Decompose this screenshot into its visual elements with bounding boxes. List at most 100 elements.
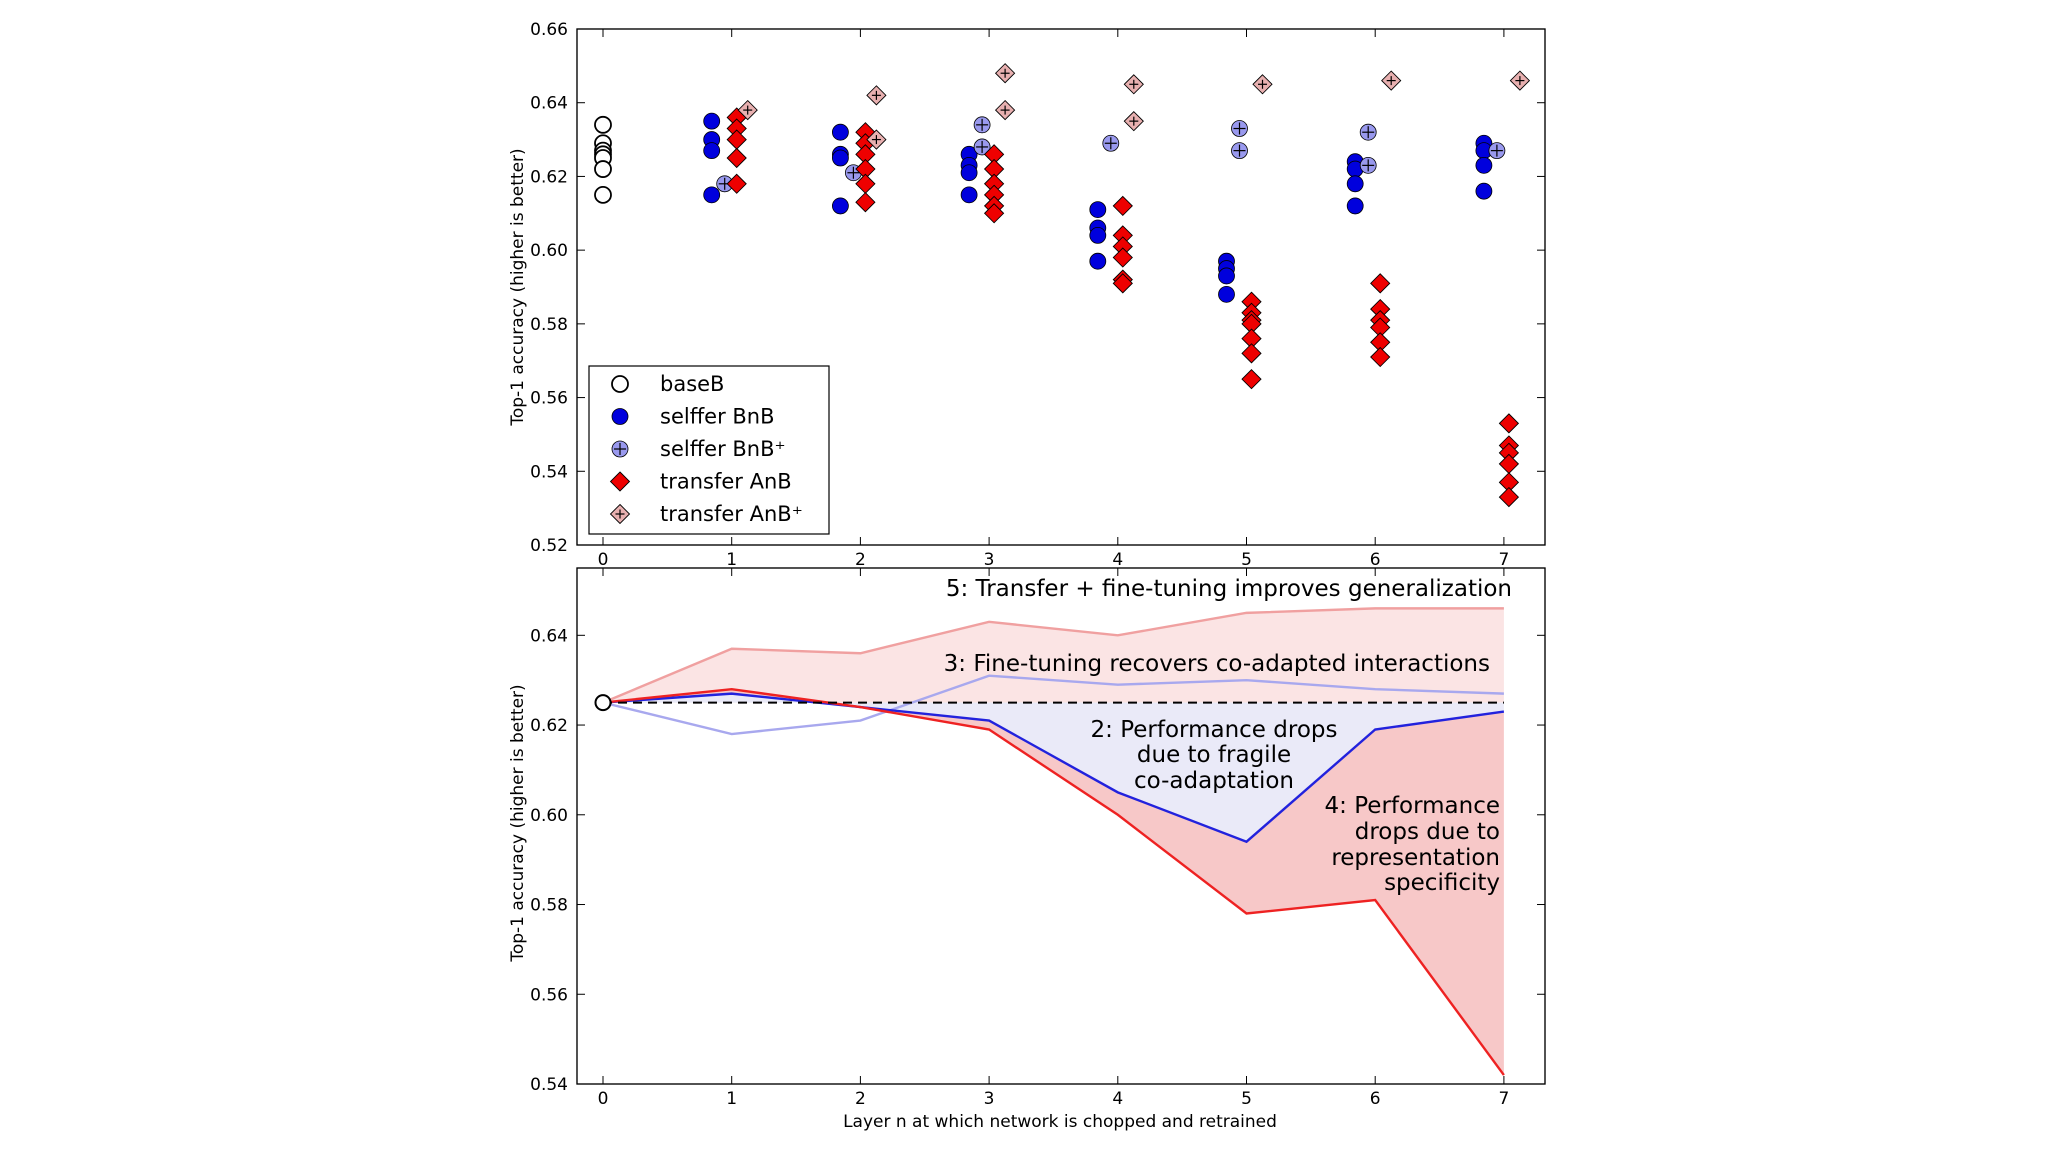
bottom-x-tick-label: 6 — [1370, 1089, 1381, 1109]
point-diamond — [983, 203, 1005, 224]
point-plus-diamond — [1123, 74, 1144, 95]
bottom-x-tick-label: 2 — [855, 1089, 866, 1109]
top-x-tick-label: 4 — [1112, 550, 1123, 570]
point-diamond — [1112, 195, 1133, 217]
point-diamond — [726, 173, 747, 194]
top-x-tick-label: 1 — [726, 550, 737, 570]
point-circle — [960, 164, 978, 182]
top-plot-border — [576, 28, 1546, 546]
legend-marker-plus-diamond — [609, 503, 631, 525]
top-x-tick-label: 2 — [855, 550, 866, 570]
bottom-plot-border — [576, 567, 1546, 1085]
annotation-2-line1: 2: Performance drops — [1091, 717, 1338, 743]
point-circle — [1475, 156, 1493, 174]
legend-label: selffer BnB — [660, 405, 775, 429]
bottom-series-lines — [602, 607, 1505, 1076]
point-diamond — [1370, 273, 1391, 294]
top-x-tick-label: 5 — [1241, 550, 1252, 570]
point-plus-circle — [1488, 142, 1506, 160]
point-diamond — [1241, 369, 1262, 390]
point-circle — [703, 186, 721, 204]
point-diamond — [1241, 343, 1262, 364]
point-diamond — [1498, 486, 1520, 508]
point-circle — [703, 142, 721, 160]
bottom-x-axis-label: Layer n at which network is chopped and … — [843, 1112, 1277, 1132]
point-plus-circle — [973, 116, 991, 134]
top-x-tick-label: 3 — [984, 550, 995, 570]
top-x-tick-label: 7 — [1498, 550, 1509, 570]
point-plus-circle — [973, 138, 991, 156]
bottom-y-tick-label: 0.64 — [530, 626, 568, 646]
point-open-circle — [594, 115, 612, 134]
point-diamond — [1112, 273, 1133, 294]
legend-marker-circle — [611, 408, 629, 425]
point-circle — [1475, 182, 1493, 200]
point-plus-diamond — [866, 85, 887, 106]
bottom-x-tick-label: 4 — [1112, 1089, 1123, 1109]
bottom-x-tick-label: 5 — [1241, 1089, 1252, 1109]
top-y-tick-label: 0.56 — [530, 389, 568, 409]
legend: baseB selffer BnB selffer BnB⁺ transfer AnB… — [588, 365, 830, 535]
annotation-3: 3: Fine-tuning recovers co-adapted inter… — [944, 651, 1490, 677]
annotation-4-line3: representation — [1331, 845, 1500, 871]
point-plus-diamond — [994, 99, 1016, 121]
top-y-tick-label: 0.58 — [530, 315, 568, 335]
top-x-tick-label: 0 — [598, 550, 609, 570]
point-circle — [1346, 175, 1364, 193]
point-circle — [1218, 267, 1235, 285]
legend-label: baseB — [660, 372, 724, 396]
bottom-baseB-marker — [594, 694, 612, 712]
point-circle — [960, 186, 978, 204]
bottom-x-axis-ticks: 0 1 2 3 4 5 6 7 — [598, 568, 1509, 1109]
point-diamond — [1112, 247, 1133, 268]
point-circle — [832, 197, 849, 215]
series-line-2 — [602, 692, 1505, 844]
annotation-4-line2: drops due to — [1355, 819, 1500, 845]
annotation-2-line2: due to fragile — [1137, 742, 1291, 768]
point-plus-diamond — [737, 99, 758, 121]
point-circle — [1218, 285, 1235, 303]
point-plus-diamond — [1381, 70, 1402, 91]
point-plus-circle — [1231, 120, 1248, 137]
point-diamond — [1498, 413, 1520, 434]
legend-label: transfer AnB — [660, 470, 792, 494]
point-plus-diamond — [1252, 74, 1273, 95]
bottom-x-tick-label: 7 — [1498, 1089, 1509, 1109]
top-x-tick-label: 6 — [1370, 550, 1381, 570]
legend-label: selffer BnB⁺ — [660, 437, 786, 461]
point-plus-diamond — [1509, 70, 1531, 91]
bottom-y-tick-label: 0.60 — [530, 806, 568, 826]
point-circle — [832, 123, 849, 141]
point-plus-circle — [1359, 156, 1377, 174]
legend-marker-plus-circle — [611, 440, 629, 458]
top-scatter-panel: 0.52 0.54 0.56 0.58 0.60 0.62 0.64 0.66 0 1 2 3 4 5 6… — [508, 20, 1546, 570]
bottom-y-tick-label: 0.56 — [530, 985, 568, 1005]
bottom-x-tick-label: 0 — [598, 1089, 609, 1109]
point-circle — [1346, 197, 1364, 215]
series-line-1 — [602, 674, 1504, 736]
point-plus-circle — [1359, 123, 1377, 141]
point-diamond — [855, 192, 876, 213]
point-circle — [703, 112, 721, 130]
top-y-tick-label: 0.66 — [530, 20, 568, 40]
bottom-shaded-regions — [603, 608, 1504, 1076]
point-diamond — [1370, 346, 1391, 368]
top-x-axis-ticks: 0 1 2 3 4 5 6 7 — [598, 29, 1509, 570]
specificity-region — [603, 689, 1504, 1076]
point-diamond — [726, 147, 747, 169]
coadaptation-region — [603, 693, 1504, 842]
point-circle — [1089, 201, 1107, 219]
point-plus-circle — [1102, 134, 1120, 152]
bottom-x-tick-label: 3 — [984, 1089, 995, 1109]
point-plus-diamond — [994, 63, 1016, 84]
legend-marker-open-circle — [611, 375, 629, 393]
top-data-points — [594, 63, 1531, 508]
top-y-tick-label: 0.52 — [530, 536, 568, 556]
point-plus-diamond — [866, 129, 887, 150]
top-y-tick-label: 0.54 — [530, 462, 568, 482]
point-plus-circle — [1231, 142, 1248, 160]
point-circle — [832, 149, 849, 167]
bottom-summary-panel: 0.54 0.56 0.58 0.60 0.62 0.64 0 1 2 3 4 5 6 7 Top-1 … — [508, 567, 1546, 1132]
top-y-axis-ticks: 0.52 0.54 0.56 0.58 0.60 0.62 0.64 0.66 — [530, 20, 1545, 556]
